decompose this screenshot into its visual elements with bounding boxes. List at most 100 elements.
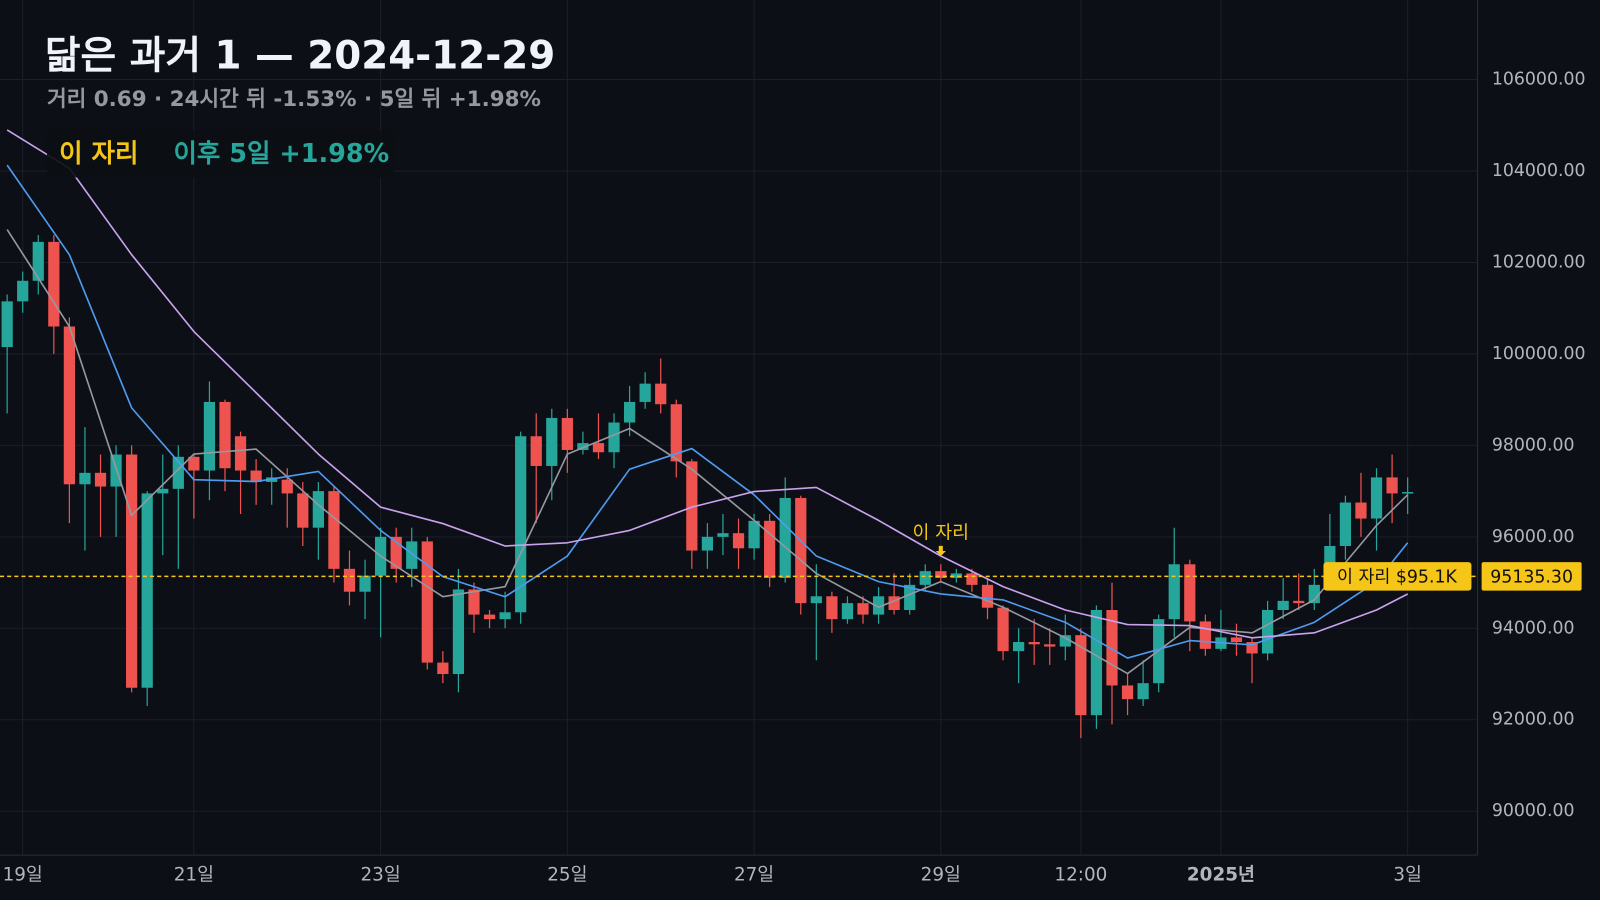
candle-body: [1246, 642, 1258, 654]
candle-body: [764, 520, 776, 578]
candle-body: [1293, 600, 1305, 604]
price-tag: 95135.30: [1490, 567, 1573, 587]
overlay: 90000.00 92000.00 94000.00 96000.00 98000.00…: [3, 70, 1586, 886]
candle-body: [1168, 564, 1180, 620]
candle-body: [1044, 644, 1056, 647]
y-tick-label: 92000.00: [1492, 710, 1575, 730]
candle-body: [48, 241, 60, 327]
candle-body: [779, 497, 791, 578]
candle-body: [981, 584, 994, 608]
candle-body: [561, 417, 573, 450]
candle-body: [1308, 584, 1320, 604]
candle-body: [203, 401, 216, 471]
candle-body: [997, 607, 1009, 652]
candle-body: [234, 436, 247, 471]
candle-body: [1106, 610, 1118, 686]
candle-body: [1028, 642, 1040, 645]
candle-body: [546, 417, 558, 466]
candle-body: [1386, 477, 1398, 494]
candle-body: [904, 584, 916, 611]
x-tick-label: 27일: [734, 865, 774, 886]
ma-line: [6, 164, 1409, 659]
annotation-text: 이 자리: [913, 523, 970, 544]
candle-body: [188, 456, 200, 471]
candle-body: [468, 589, 480, 615]
candle-body: [826, 596, 838, 620]
badge-background: [46, 130, 394, 178]
candle-body: [32, 241, 44, 281]
candle-body: [623, 401, 636, 423]
y-tick-label: 100000.00: [1492, 344, 1586, 364]
candle-body: [608, 422, 620, 453]
candle-body: [141, 493, 153, 688]
candle-body: [172, 456, 184, 489]
candle-body: [935, 571, 947, 578]
candle-body: [919, 571, 931, 585]
candle-body: [1090, 610, 1103, 716]
candle-body: [857, 603, 869, 615]
candle-body: [795, 497, 807, 604]
candle-body: [701, 536, 714, 551]
candle-body: [810, 596, 822, 604]
candle-body: [1013, 642, 1025, 652]
candle-body: [390, 536, 402, 569]
candle-body: [126, 454, 138, 688]
y-tick-label: 98000.00: [1492, 435, 1575, 455]
x-tick-label: 2025년: [1187, 865, 1255, 886]
candle-body: [515, 436, 527, 613]
candle-body: [219, 401, 231, 469]
candle-body: [94, 472, 107, 487]
y-tick-label: 96000.00: [1492, 527, 1575, 547]
candle-body: [670, 404, 682, 462]
candle-body: [1121, 685, 1134, 700]
candle-body: [1277, 600, 1289, 611]
x-tick-label: 21일: [174, 865, 214, 886]
badge-label: 이 자리: [59, 139, 138, 169]
chart-subtitle: 거리 0.69 · 24시간 뒤 -1.53% · 5일 뒤 +1.98%: [47, 87, 541, 112]
x-tick-label: 12:00: [1054, 865, 1107, 886]
candle-body: [343, 568, 356, 592]
candle-body: [437, 662, 449, 675]
y-tick-label: 90000.00: [1492, 801, 1575, 821]
chart-title: 닮은 과거 1 — 2024-12-29: [45, 34, 555, 79]
reference-tag: 이 자리 $95.1K: [1337, 567, 1457, 587]
candle-body: [592, 443, 605, 453]
candle-body: [1, 301, 13, 348]
candle-body: [1355, 502, 1367, 519]
candle-body: [63, 326, 75, 485]
candle-body: [1230, 637, 1243, 643]
candle-body: [1137, 683, 1149, 700]
candle-body: [639, 383, 651, 402]
candle-body: [297, 493, 309, 528]
annotation-arrow: [935, 545, 946, 557]
candle-body: [452, 589, 465, 675]
candle-body: [406, 541, 418, 569]
candle-body: [359, 575, 371, 592]
candle-body: [686, 461, 698, 551]
x-tick-label: 25일: [547, 865, 587, 886]
candle-body: [888, 596, 900, 611]
candle-body: [966, 573, 978, 585]
candle-body: [1184, 564, 1196, 622]
candle-body: [577, 443, 589, 450]
candle-body: [950, 573, 962, 578]
reference-tag-background: [1323, 562, 1472, 591]
candle-body: [1059, 635, 1071, 647]
x-tick-label: 23일: [360, 865, 400, 886]
x-tick-label: 3일: [1393, 865, 1422, 886]
candle-body: [312, 491, 324, 528]
candle-body: [79, 472, 91, 485]
candle-body: [748, 520, 760, 549]
candle-body: [1075, 635, 1087, 716]
y-tick-label: 94000.00: [1492, 618, 1575, 638]
candle-body: [17, 280, 29, 302]
candle-body: [717, 533, 729, 537]
candle-body: [872, 596, 885, 615]
badge-text: 이후 5일 +1.98%: [173, 139, 389, 169]
candle-body: [732, 533, 745, 549]
y-tick-label: 106000.00: [1492, 70, 1586, 90]
candle-body: [1199, 621, 1211, 649]
candle-body: [483, 614, 496, 620]
